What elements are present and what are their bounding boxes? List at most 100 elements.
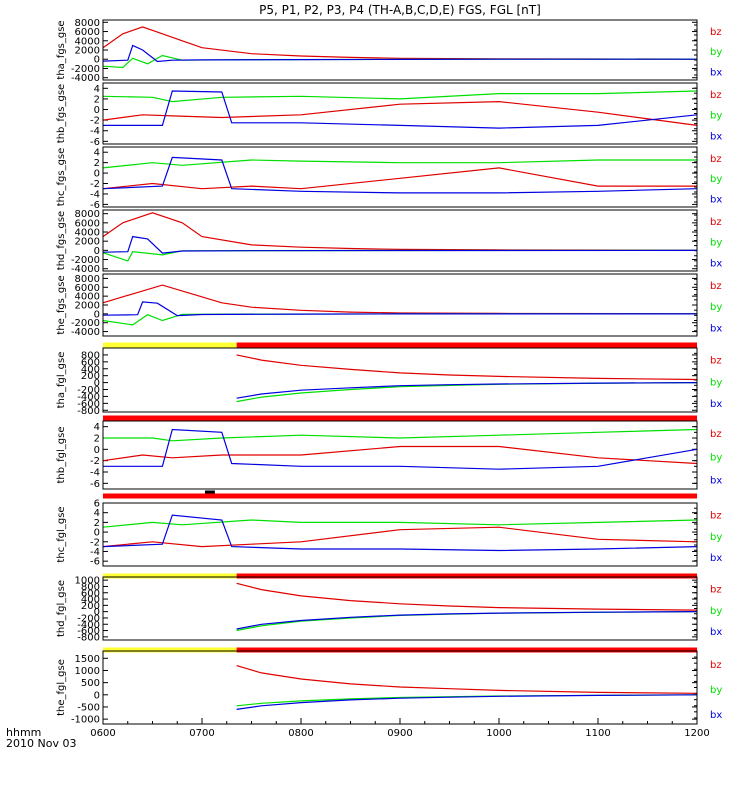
series-line-bz (102, 284, 698, 315)
series-line-bz (102, 212, 698, 251)
mode-bar-segment (236, 573, 697, 579)
y-tick-label: 600 (81, 357, 100, 368)
y-tick-label: -400 (77, 392, 100, 403)
legend-entry-by: by (710, 532, 722, 543)
series-line-bx (102, 514, 698, 552)
y-tick-label: -2 (90, 456, 100, 467)
series-line-by (102, 159, 697, 169)
y-tick-label: -4 (90, 189, 100, 200)
y-tick-label: 0 (94, 445, 100, 456)
y-tick-label: 6 (94, 499, 100, 510)
y-tick-label: 0 (94, 690, 100, 701)
series-line-by (102, 54, 698, 69)
y-tick-label: 8000 (75, 274, 100, 285)
y-tick-label: -2000 (71, 255, 100, 266)
y-axis-label: thd_fgs_gse (56, 211, 67, 270)
series-line-bx (102, 301, 697, 317)
y-tick-label: 200 (81, 371, 100, 382)
panel-frame (102, 209, 698, 272)
y-tick-label: 500 (81, 678, 100, 689)
y-tick-label: -1000 (71, 715, 100, 726)
series-line-bz (102, 100, 698, 126)
y-tick-label: -600 (77, 399, 100, 410)
legend-entry-bx: bx (710, 627, 722, 638)
legend-entry-bz: bz (710, 660, 722, 671)
panel-frame (102, 502, 698, 567)
y-tick-label: 4 (94, 148, 100, 159)
y-tick-label: -4000 (71, 73, 100, 84)
y-tick-label: 4000 (75, 292, 100, 303)
x-axis-label-date: 2010 Nov 03 (6, 737, 76, 750)
legend-entry-bx: bx (710, 710, 722, 721)
legend-entry-by: by (710, 606, 722, 617)
series-line-bx (102, 235, 698, 254)
y-tick-label: 400 (81, 595, 100, 606)
y-tick-label: -6 (90, 479, 100, 490)
y-tick-label: -200 (77, 385, 100, 396)
series-line-bx (236, 382, 698, 399)
y-tick-label: 6000 (75, 218, 100, 229)
mode-bar-segment (236, 647, 697, 653)
x-axis: 0600 0700 0800 0900 1000 1100 1200 (90, 718, 710, 739)
y-tick-label: 6000 (75, 283, 100, 294)
y-axis-label: thb_fgl_gse (56, 427, 67, 484)
x-tick-label: 0900 (387, 728, 412, 739)
panel-frame (102, 347, 698, 413)
y-tick-label: -2 (90, 116, 100, 127)
y-tick-label: -4 (90, 547, 100, 558)
legend-entry-by: by (710, 238, 722, 249)
y-tick-label: 1000 (75, 666, 100, 677)
legend-entry-by: by (710, 47, 722, 58)
y-tick-label: -200 (77, 613, 100, 624)
y-tick-label: -4 (90, 126, 100, 137)
y-tick-label: 1500 (75, 654, 100, 665)
series-line-bz (102, 26, 698, 60)
x-tick-label: 1100 (585, 728, 610, 739)
y-axis-label: thc_fgl_gse (56, 506, 67, 562)
legend-entry-by: by (710, 111, 722, 122)
legend-entry-bx: bx (710, 195, 722, 206)
y-tick-label: 4 (94, 422, 100, 433)
y-tick-label: 600 (81, 588, 100, 599)
mode-bar-marker (204, 490, 215, 494)
y-tick-label: 1000 (75, 576, 100, 587)
y-axis-label: tha_fgl_gse (56, 352, 67, 409)
y-tick-label: -6 (90, 557, 100, 568)
legend-entry-by: by (710, 174, 722, 185)
mode-bar-segment (103, 573, 237, 579)
legend-entry-bz: bz (710, 154, 722, 165)
legend-entry-bz: bz (710, 429, 722, 440)
legend-entry-bz: bz (710, 217, 722, 228)
series-line-bz (102, 167, 697, 190)
y-tick-label: -4 (90, 468, 100, 479)
panel-frame (102, 19, 698, 81)
y-tick-label: -2 (90, 179, 100, 190)
y-tick-label: 400 (81, 364, 100, 375)
y-tick-label: 2 (94, 94, 100, 105)
y-tick-label: -4000 (71, 327, 100, 338)
x-axis-label-time: hhmm (6, 726, 41, 739)
y-tick-label: -6 (90, 137, 100, 148)
legend-entry-bx: bx (710, 553, 722, 564)
series-line-bz (236, 582, 698, 611)
chart-title: P5, P1, P2, P3, P4 (TH-A,B,C,D,E) FGS, F… (259, 3, 541, 17)
y-tick-label: 0 (94, 378, 100, 389)
series-line-by (236, 610, 698, 632)
x-tick-label: 0600 (90, 728, 115, 739)
mode-bar-segment (103, 647, 237, 653)
y-tick-label: -2000 (71, 64, 100, 75)
y-tick-label: 6000 (75, 27, 100, 38)
y-axis-label: thb_fgs_gse (56, 84, 67, 143)
series-line-bx (236, 694, 698, 710)
series-line-by (103, 428, 698, 442)
y-tick-label: -400 (77, 620, 100, 631)
legend-entry-by: by (710, 302, 722, 313)
series-line-bx (102, 44, 697, 63)
y-tick-label: -800 (77, 632, 100, 643)
y-tick-label: 2 (94, 434, 100, 445)
y-tick-label: -2 (90, 537, 100, 548)
y-tick-label: 0 (94, 246, 100, 257)
